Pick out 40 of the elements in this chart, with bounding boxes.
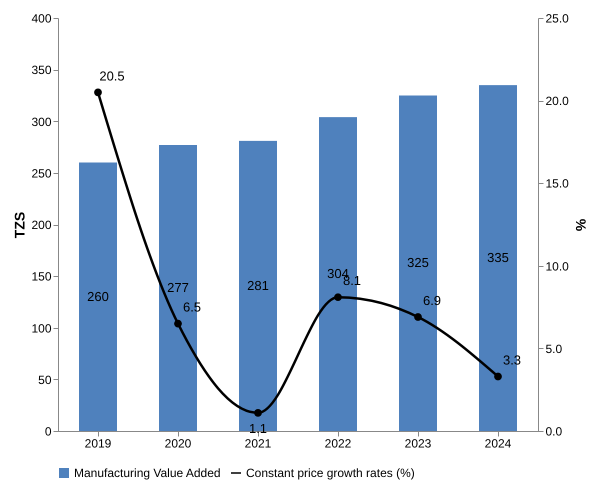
point: [494, 372, 502, 380]
point: [94, 88, 102, 96]
x-tick-label: 2019: [84, 436, 112, 450]
legend-label: Manufacturing Value Added: [74, 466, 221, 480]
y-tick-label: 50: [38, 372, 52, 387]
x-tick-label: 2024: [484, 436, 512, 450]
x-tick-label: 2023: [404, 436, 432, 450]
bar: [79, 162, 117, 431]
y-tick-label: 400: [31, 12, 52, 26]
y2-tick-label: 15.0: [546, 176, 570, 191]
data-label: 260: [87, 288, 109, 304]
y-tick-label: 100: [31, 321, 52, 336]
legend-label: Constant price growth rates (%): [246, 466, 415, 480]
y-tick-label: 0: [44, 424, 52, 438]
data-label: 1.1: [248, 420, 268, 436]
point: [254, 408, 262, 417]
data-label: 335: [487, 250, 509, 266]
y2-tick-label: 10.0: [546, 259, 570, 274]
y-tick-label: 200: [31, 218, 52, 232]
x-tick-label: 2022: [324, 436, 352, 450]
data-label: 325: [407, 255, 429, 270]
y2-tick-label: 25.0: [546, 12, 570, 26]
point: [334, 293, 342, 302]
y-tick-label: 350: [31, 63, 52, 78]
y-tick-label: 150: [31, 270, 52, 284]
y2-tick-label: 0.0: [546, 424, 563, 438]
data-label: 277: [167, 280, 189, 295]
y2-tick-label: 20.0: [546, 94, 570, 108]
y-tick-label: 300: [31, 114, 52, 129]
point: [174, 320, 182, 328]
point: [414, 313, 422, 321]
bar: [239, 140, 277, 431]
y-tick-label: 250: [31, 166, 52, 180]
data-label: 281: [247, 278, 269, 293]
data-label: 20.5: [99, 68, 125, 84]
y-axis-title: TZS: [11, 212, 28, 238]
x-tick-label: 2020: [164, 436, 192, 450]
y2-tick-label: 5.0: [546, 342, 563, 356]
x-tick-label: 2021: [244, 436, 272, 450]
y2-axis-title: %: [572, 218, 589, 232]
